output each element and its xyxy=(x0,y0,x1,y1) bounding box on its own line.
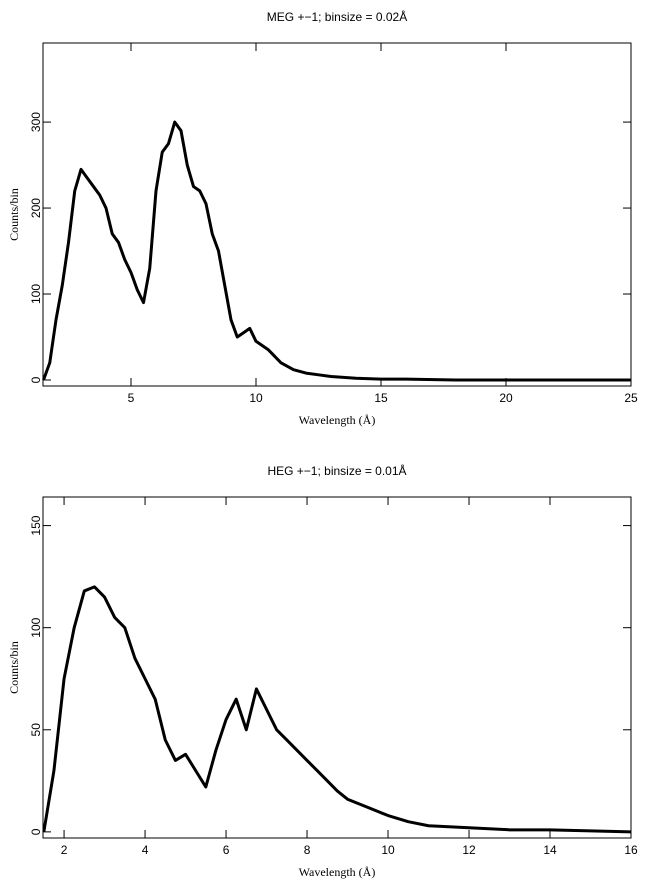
x-tick-label: 12 xyxy=(462,843,476,857)
x-tick-label: 10 xyxy=(249,391,263,405)
y-tick-label: 100 xyxy=(29,284,43,304)
x-tick-label: 15 xyxy=(374,391,388,405)
spectrum-line xyxy=(42,120,631,382)
x-axis-label: Wavelength (Å) xyxy=(299,413,376,427)
y-tick-label: 0 xyxy=(29,828,43,835)
y-tick-label: 200 xyxy=(29,198,43,218)
x-tick-label: 6 xyxy=(223,843,230,857)
x-tick-label: 8 xyxy=(304,843,311,857)
y-tick-label: 100 xyxy=(29,617,43,637)
y-tick-label: 0 xyxy=(29,376,43,383)
x-tick-label: 25 xyxy=(624,391,638,405)
plot-frame xyxy=(42,42,632,387)
chart-title: HEG +−1; binsize = 0.01Å xyxy=(267,463,406,478)
x-tick-label: 4 xyxy=(142,843,149,857)
x-tick-label: 16 xyxy=(624,843,638,857)
y-axis-label: Counts/bin xyxy=(7,188,21,241)
x-tick-label: 14 xyxy=(543,843,557,857)
x-tick-label: 20 xyxy=(499,391,513,405)
spectrum-line xyxy=(42,585,632,834)
x-tick-label: 2 xyxy=(61,843,68,857)
x-tick-label: 5 xyxy=(128,391,135,405)
y-tick-label: 50 xyxy=(29,723,43,737)
x-axis-label: Wavelength (Å) xyxy=(299,865,376,879)
plot-frame xyxy=(42,496,632,839)
y-tick-label: 300 xyxy=(29,112,43,132)
y-axis-label: Counts/bin xyxy=(7,641,21,694)
y-tick-label: 150 xyxy=(29,515,43,535)
x-tick-label: 10 xyxy=(381,843,395,857)
chart-title: MEG +−1; binsize = 0.02Å xyxy=(267,9,407,24)
